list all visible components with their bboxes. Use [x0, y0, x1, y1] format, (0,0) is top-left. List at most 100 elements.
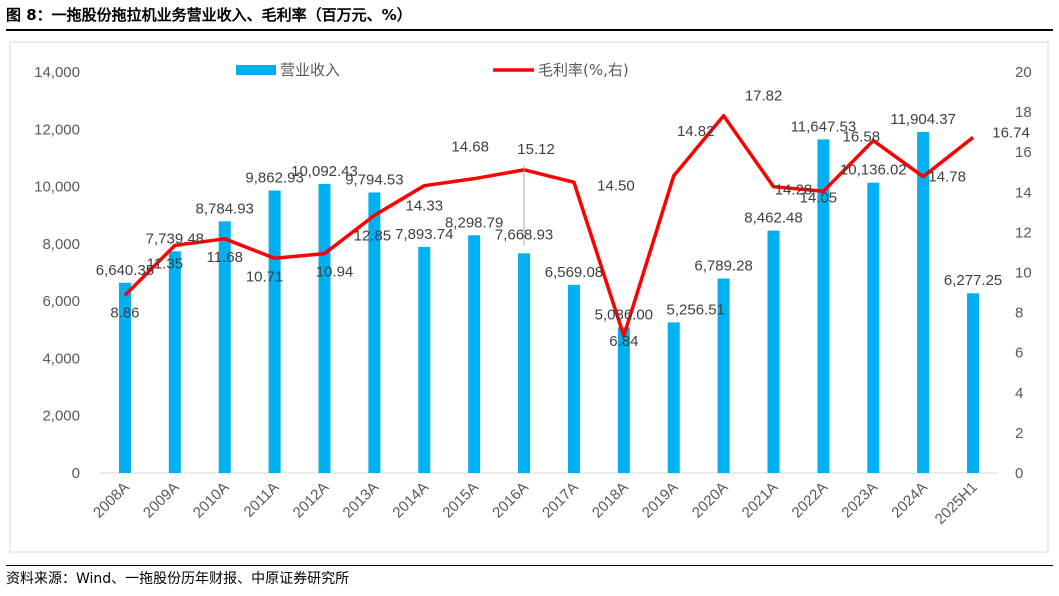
- y-right-tick-label: 2: [1015, 425, 1023, 442]
- y-right-tick-label: 4: [1015, 385, 1023, 402]
- line-value-label: 11.68: [207, 249, 243, 266]
- x-tick-label: 2013A: [340, 479, 383, 522]
- bar: [218, 221, 231, 473]
- bar-value-label: 8,462.48: [744, 210, 802, 227]
- line-value-label: 14.50: [597, 177, 635, 194]
- line-series-path: [123, 113, 975, 338]
- x-tick-label: 2025H1: [932, 479, 981, 528]
- bar: [967, 293, 980, 473]
- axes: 0 2,000 4,000 6,000 8,000 10,000 12,000 14,000 0…: [34, 64, 1032, 528]
- bar: [368, 192, 381, 474]
- bar-value-label: 7,893.74: [395, 226, 453, 243]
- bar-series: [118, 132, 980, 474]
- y-right-tick-label: 14: [1015, 184, 1032, 201]
- bar: [168, 251, 181, 473]
- y-left-tick-label: 6,000: [42, 293, 80, 310]
- line-value-label: 15.12: [517, 141, 555, 158]
- x-tick-label: 2009A: [140, 479, 183, 522]
- x-tick-label: 2016A: [489, 479, 532, 522]
- line-value-label: 16.58: [843, 129, 881, 146]
- bar-value-label: 7,668.93: [495, 226, 553, 243]
- bar: [567, 284, 580, 473]
- y-left-tick-label: 12,000: [34, 121, 80, 138]
- y-left-tick-label: 8,000: [42, 236, 80, 253]
- bar: [518, 253, 531, 473]
- bar: [817, 139, 830, 473]
- bar-value-label: 7,739.48: [146, 230, 204, 247]
- legend-label-line: 毛利率(%,右): [538, 61, 629, 79]
- line-value-label: 8.86: [110, 304, 139, 321]
- bar: [717, 278, 730, 473]
- bar-value-label: 8,298.79: [445, 214, 503, 231]
- y-left-tick-label: 14,000: [34, 64, 80, 81]
- source-note: 资料来源：Wind、一拖股份历年财报、中原证券研究所: [6, 565, 1053, 592]
- data-labels: 6,640.35 7,739.48 8,784.93 9,862.9310,092.4…: [96, 88, 1030, 350]
- bar: [418, 246, 431, 473]
- bar: [617, 327, 630, 473]
- bar-value-label: 11,904.37: [890, 111, 956, 128]
- bar-value-label: 6,569.08: [545, 264, 603, 281]
- bar-value-label: 8,784.93: [196, 200, 254, 217]
- x-tick-label: 2020A: [689, 479, 732, 522]
- y-left-tick-label: 10,000: [34, 179, 80, 196]
- y-right-tick-label: 16: [1015, 144, 1032, 161]
- line-value-label: 10.94: [316, 264, 354, 281]
- line-value-label: 16.74: [992, 124, 1030, 141]
- figure-title: 图 8：一拖股份拖拉机业务营业收入、毛利率（百万元、%）: [6, 2, 1053, 31]
- bar: [917, 132, 930, 473]
- bar-value-label: 6,640.35: [96, 262, 154, 279]
- x-tick-label: 2010A: [190, 479, 233, 522]
- bar-value-label: 9,862.93: [245, 169, 303, 186]
- legend: 营业收入 毛利率(%,右): [236, 61, 629, 79]
- line-value-label: 6.84: [609, 333, 638, 350]
- line-series: [123, 113, 975, 338]
- line-value-label: 11.35: [147, 255, 183, 272]
- bar: [118, 282, 131, 473]
- y-left-tick-label: 4,000: [42, 350, 80, 367]
- x-tick-label: 2011A: [241, 479, 283, 521]
- figure-title-text: 一拖股份拖拉机业务营业收入、毛利率（百万元、%）: [51, 6, 412, 24]
- bar: [268, 190, 281, 473]
- y-right-tick-label: 6: [1015, 345, 1023, 362]
- line-value-label: 14.68: [451, 139, 489, 156]
- bar-value-label: 5,086.00: [595, 306, 653, 323]
- x-tick-label: 2019A: [639, 479, 682, 522]
- figure-title-prefix: 图 8：: [6, 6, 52, 24]
- line-value-label: 17.82: [745, 88, 783, 105]
- x-tick-label: 2022A: [789, 479, 832, 522]
- x-tick-label: 2014A: [389, 479, 432, 522]
- x-tick-label: 2024A: [888, 479, 931, 522]
- line-value-label: 14.78: [928, 169, 966, 186]
- combo-chart: 0 2,000 4,000 6,000 8,000 10,000 12,000 14,000 0…: [9, 41, 1049, 553]
- legend-label-bar: 营业收入: [280, 61, 340, 79]
- y-left-tick-label: 2,000: [42, 408, 80, 425]
- line-value-label: 14.28: [775, 182, 813, 199]
- bar: [767, 230, 780, 473]
- bar-value-label: 9,794.53: [345, 171, 403, 188]
- bar-value-label: 6,789.28: [694, 258, 752, 275]
- y-left-tick-label: 0: [72, 465, 80, 482]
- line-value-label: 14.82: [677, 123, 715, 140]
- line-value-label: 14.33: [406, 198, 444, 215]
- x-tick-label: 2023A: [838, 479, 881, 522]
- y-right-tick-label: 18: [1015, 104, 1032, 121]
- y-right-tick-label: 0: [1015, 465, 1023, 482]
- y-right-tick-label: 20: [1015, 64, 1032, 81]
- bar: [867, 182, 880, 474]
- bar: [667, 322, 680, 473]
- y-right-tick-label: 10: [1015, 265, 1032, 282]
- bar-value-label: 10,092.43: [291, 163, 358, 180]
- bar-value-label: 11,647.53: [791, 118, 857, 135]
- y-right-tick-label: 8: [1015, 305, 1023, 322]
- legend-swatch-bar: [236, 65, 276, 75]
- x-tick-label: 2008A: [90, 479, 133, 522]
- line-value-label: 14.05: [800, 189, 838, 206]
- bar-value-label: 5,256.51: [667, 301, 725, 318]
- line-value-label: 12.85: [354, 227, 392, 244]
- bar: [318, 183, 331, 474]
- bar: [468, 235, 481, 473]
- x-tick-label: 2015A: [439, 479, 482, 522]
- x-tick-label: 2017A: [539, 479, 582, 522]
- bar-value-label: 6,277.25: [944, 272, 1002, 289]
- x-tick-label: 2012A: [290, 479, 333, 522]
